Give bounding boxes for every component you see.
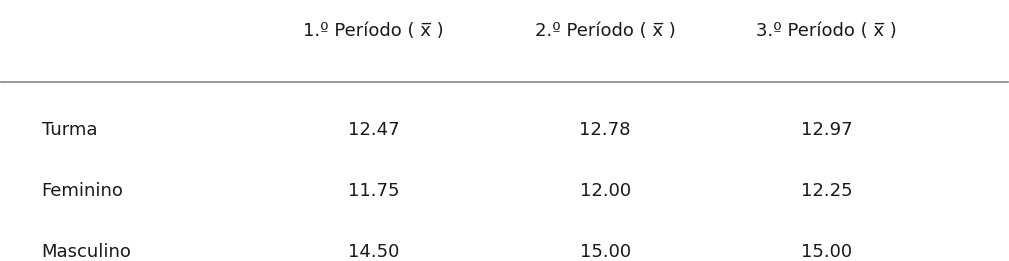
Text: 12.25: 12.25 bbox=[801, 182, 853, 200]
Text: 12.00: 12.00 bbox=[579, 182, 631, 200]
Text: 15.00: 15.00 bbox=[579, 243, 631, 261]
Text: 14.50: 14.50 bbox=[348, 243, 400, 261]
Text: 3.º Período ( x̅ ): 3.º Período ( x̅ ) bbox=[756, 22, 897, 40]
Text: 12.97: 12.97 bbox=[801, 121, 853, 139]
Text: Turma: Turma bbox=[41, 121, 97, 139]
Text: 11.75: 11.75 bbox=[348, 182, 400, 200]
Text: 12.78: 12.78 bbox=[579, 121, 631, 139]
Text: 12.47: 12.47 bbox=[348, 121, 400, 139]
Text: 1.º Período ( x̅ ): 1.º Período ( x̅ ) bbox=[304, 22, 444, 40]
Text: 15.00: 15.00 bbox=[801, 243, 852, 261]
Text: 2.º Período ( x̅ ): 2.º Período ( x̅ ) bbox=[535, 22, 675, 40]
Text: Feminino: Feminino bbox=[41, 182, 123, 200]
Text: Masculino: Masculino bbox=[41, 243, 131, 261]
